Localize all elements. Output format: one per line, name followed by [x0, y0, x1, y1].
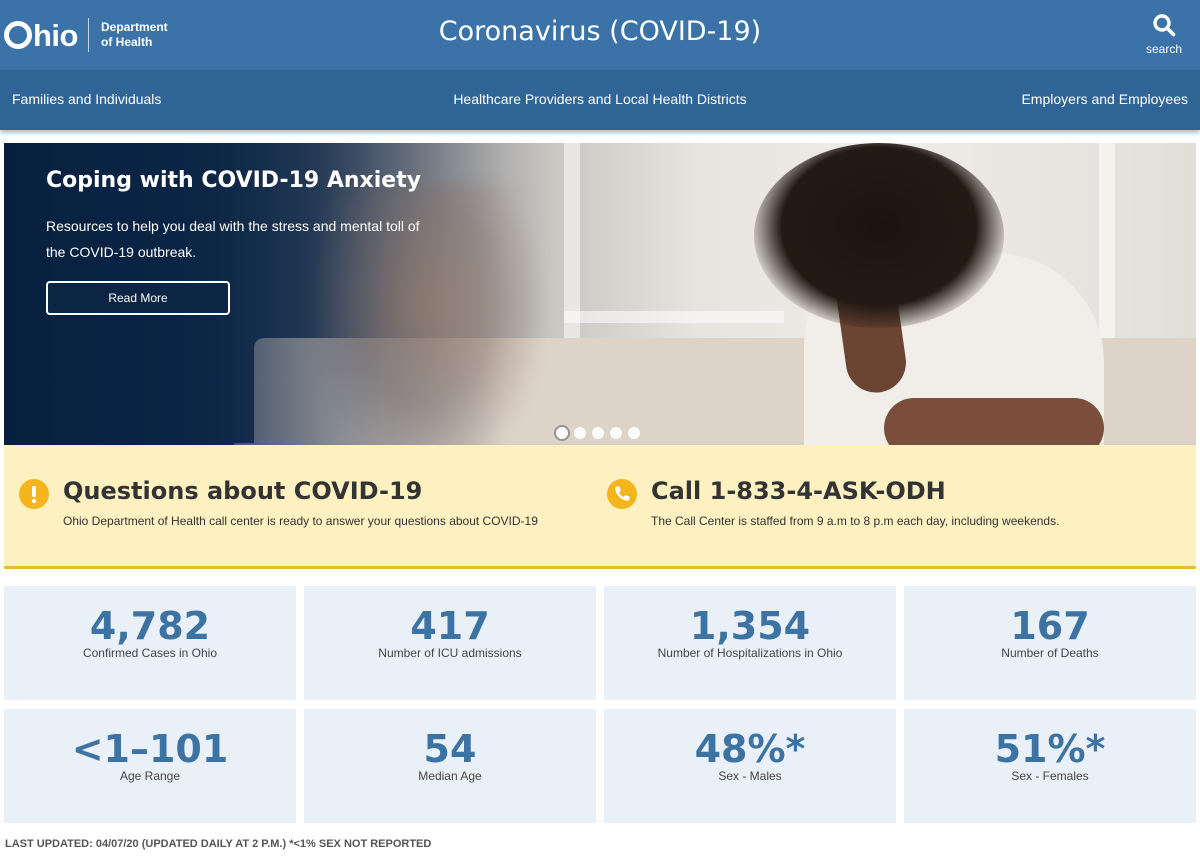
stat-card-confirmed-cases: 4,782 Confirmed Cases in Ohio	[4, 586, 296, 700]
logo-o-mark	[4, 20, 32, 49]
site-header: hio Department of Health Coronavirus (CO…	[0, 0, 1200, 70]
info-band: Questions about COVID-19 Ohio Department…	[4, 445, 1196, 569]
logo-dept-line1: Department	[101, 20, 168, 34]
stat-label: Number of ICU admissions	[378, 646, 522, 660]
stat-card-icu-admissions: 417 Number of ICU admissions	[304, 586, 596, 700]
stat-label: Number of Hospitalizations in Ohio	[657, 646, 843, 660]
stat-value: <1–101	[71, 727, 229, 771]
read-more-button[interactable]: Read More	[46, 281, 230, 315]
carousel-dot-3[interactable]	[592, 427, 604, 439]
carousel-dot-4[interactable]	[610, 427, 622, 439]
phone-icon	[607, 479, 637, 509]
logo-department: Department of Health	[101, 20, 168, 50]
stat-label: Sex - Females	[1011, 769, 1089, 783]
ohio-logo[interactable]: hio Department of Health	[4, 15, 168, 55]
hero-description: Resources to help you deal with the stre…	[46, 218, 420, 260]
call-title[interactable]: Call 1-833-4-ASK-ODH	[651, 477, 946, 505]
carousel-dot-5[interactable]	[628, 427, 640, 439]
carousel-dot-1[interactable]	[556, 427, 568, 439]
stat-card-median-age: 54 Median Age	[304, 709, 596, 823]
logo-dept-line2: of Health	[101, 35, 153, 49]
search-icon	[1153, 14, 1176, 37]
hero-title: Coping with COVID-19 Anxiety	[46, 168, 422, 193]
hero-carousel: Coping with COVID-19 Anxiety Resources t…	[4, 143, 1196, 445]
stat-card-age-range: <1–101 Age Range	[4, 709, 296, 823]
logo-wordmark: hio	[4, 17, 79, 53]
logo-word-text: hio	[33, 17, 79, 53]
call-text: The Call Center is staffed from 9 a.m to…	[651, 514, 1060, 528]
stat-card-sex-males: 48%* Sex - Males	[604, 709, 896, 823]
carousel-dots	[556, 427, 640, 439]
stat-value: 48%*	[694, 727, 806, 771]
stat-label: Sex - Males	[718, 769, 782, 783]
stat-value: 417	[410, 604, 490, 648]
search-label: search	[1145, 42, 1183, 56]
nav-families-individuals[interactable]: Families and Individuals	[12, 91, 162, 107]
stat-label: Age Range	[119, 769, 181, 783]
logo-divider	[88, 18, 89, 52]
questions-text: Ohio Department of Health call center is…	[63, 514, 538, 528]
nav-employers-employees[interactable]: Employers and Employees	[1021, 91, 1188, 107]
stat-card-sex-females: 51%* Sex - Females	[904, 709, 1196, 823]
exclamation-icon	[19, 479, 49, 509]
stat-value: 51%*	[994, 727, 1106, 771]
last-updated-footnote: LAST UPDATED: 04/07/20 (UPDATED DAILY AT…	[5, 838, 432, 850]
main-nav: Families and Individuals Healthcare Prov…	[0, 70, 1200, 130]
nav-healthcare-providers[interactable]: Healthcare Providers and Local Health Di…	[453, 91, 747, 107]
search-button[interactable]: search	[1142, 13, 1186, 56]
site-title: Coronavirus (COVID-19)	[438, 16, 762, 47]
questions-title: Questions about COVID-19	[63, 477, 423, 505]
stat-label: Number of Deaths	[1001, 646, 1099, 660]
carousel-dot-2[interactable]	[574, 427, 586, 439]
stat-value: 1,354	[689, 604, 811, 648]
stat-value: 4,782	[89, 604, 211, 648]
stat-label: Median Age	[418, 769, 482, 783]
stat-value: 54	[423, 727, 477, 771]
stat-card-hospitalizations: 1,354 Number of Hospitalizations in Ohio	[604, 586, 896, 700]
stat-label: Confirmed Cases in Ohio	[82, 646, 218, 660]
stat-card-deaths: 167 Number of Deaths	[904, 586, 1196, 700]
stat-value: 167	[1010, 604, 1090, 648]
